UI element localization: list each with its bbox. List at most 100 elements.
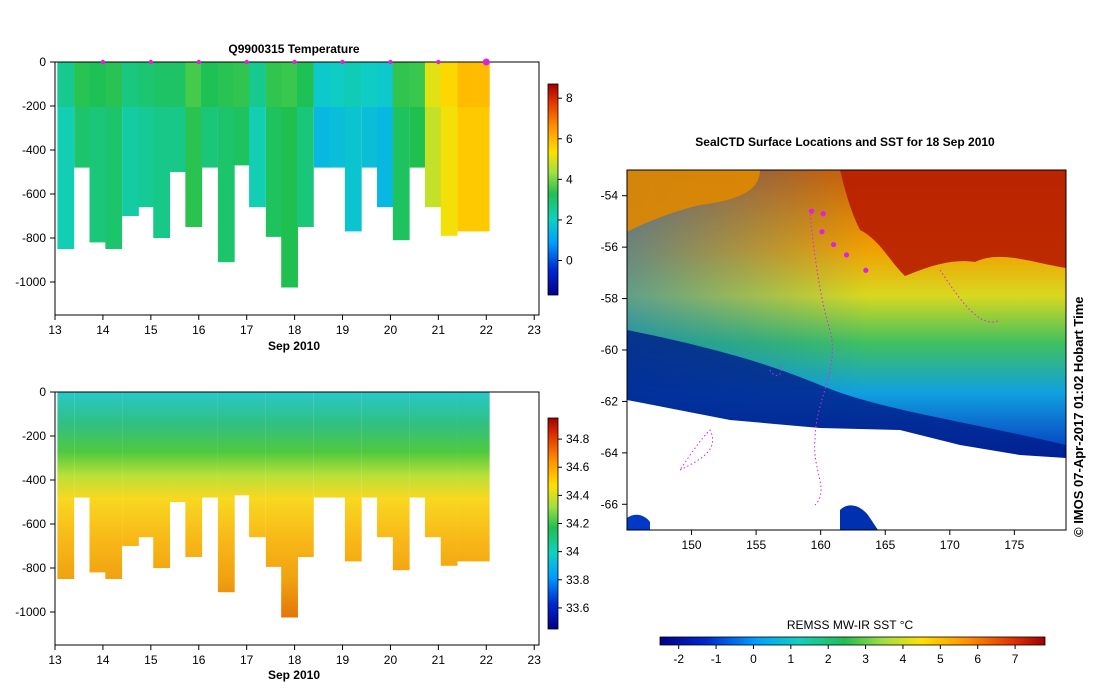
temperature-y-tick-label: -400 (22, 143, 46, 157)
temperature-profile-marker (292, 59, 297, 65)
salinity-profile-bar (105, 392, 123, 579)
temperature-profile-surface-layer (281, 62, 298, 107)
temperature-profile-surface-layer (74, 62, 91, 107)
temperature-profile-marker (340, 59, 345, 65)
salinity-x-tick-label: 17 (240, 653, 254, 667)
salinity-colorbar-label: 34 (566, 545, 580, 559)
salinity-colorbar-label: 33.8 (566, 573, 590, 587)
sst-x-tick-label: 165 (875, 538, 895, 552)
sst-colorbar-label: 6 (974, 652, 981, 666)
temperature-y-tick-label: -800 (22, 231, 46, 245)
salinity-profile-bar (265, 392, 283, 567)
temperature-profile-surface-layer (392, 62, 410, 107)
sealctd-surface-location (819, 229, 825, 235)
sst-colorbar-label: 3 (862, 652, 869, 666)
temperature-x-tick-label: 13 (48, 323, 62, 337)
sealctd-surface-location (843, 252, 850, 258)
sst-colorbar-label: 2 (825, 652, 832, 666)
temperature-profile-bar (217, 62, 235, 263)
temperature-x-tick-label: 19 (336, 323, 350, 337)
temperature-plot-frame (54, 61, 540, 316)
temperature-profile-surface-layer (217, 62, 235, 107)
temperature-profile-surface-layer (170, 62, 187, 107)
salinity-profile-bar (472, 392, 490, 562)
salinity-y-tick-label: 0 (39, 385, 46, 399)
salinity-colorbar-label: 34.6 (566, 460, 590, 474)
temperature-y-tick-label: 0 (39, 55, 46, 69)
salinity-profile-bar (361, 392, 379, 498)
temperature-colorbar-label: 2 (566, 213, 573, 227)
temperature-title: Q9900315 Temperature (228, 42, 360, 56)
temperature-profile-marker (436, 59, 441, 65)
temperature-x-tick-label: 15 (144, 323, 158, 337)
salinity-profile-bar (153, 392, 171, 568)
sst-colorbar-label: 0 (750, 652, 757, 666)
sst-colorbar-label: 4 (900, 652, 907, 666)
sst-x-tick-label: 150 (682, 538, 702, 552)
salinity-x-tick-label: 14 (96, 653, 110, 667)
temperature-y-tick-label: -1000 (15, 275, 46, 289)
salinity-profile-bar (122, 392, 139, 546)
sst-x-tick-label: 160 (811, 538, 831, 552)
salinity-colorbar-label: 33.6 (566, 601, 590, 615)
temperature-profile-surface-layer (344, 62, 362, 107)
sst-y-tick-label: -56 (601, 240, 619, 254)
sst-y-tick-label: -62 (601, 394, 619, 408)
salinity-profile-bar (201, 392, 218, 498)
temperature-profile-surface-layer (329, 62, 346, 107)
temperature-colorbar-label: 4 (566, 172, 573, 186)
salinity-profile-bar (249, 392, 266, 538)
temperature-profile-surface-layer (105, 62, 123, 107)
salinity-profile-bar (392, 392, 410, 571)
sst-colorbar-label: 5 (937, 652, 944, 666)
sst-map-title: SealCTD Surface Locations and SST for 18… (695, 135, 995, 149)
sst-field (627, 170, 1066, 530)
salinity-colorbar-label: 34.2 (566, 517, 590, 531)
sst-x-tick-label: 175 (1004, 538, 1024, 552)
salinity-profile-bar (57, 392, 75, 579)
salinity-x-tick-label: 16 (192, 653, 206, 667)
temperature-profile-bar (281, 62, 298, 288)
temperature-profile-surface-layer (185, 62, 203, 107)
temperature-profile-surface-layer (57, 62, 75, 107)
temperature-colorbar-label: 8 (566, 91, 573, 105)
temperature-colorbar-label: 0 (566, 254, 573, 268)
salinity-profile-bar (89, 392, 107, 573)
sst-y-tick-label: -64 (601, 446, 619, 460)
temperature-x-tick-label: 22 (480, 323, 494, 337)
salinity-colorbar (547, 417, 559, 630)
temperature-colorbar (547, 83, 559, 296)
sst-colorbar-label: -1 (711, 652, 722, 666)
salinity-y-tick-label: -800 (22, 561, 46, 575)
temperature-profile-marker (482, 58, 490, 66)
sst-y-tick-label: -60 (601, 343, 619, 357)
salinity-profile-bar (233, 392, 251, 496)
salinity-profile-bar (344, 392, 362, 562)
sealctd-surface-location (820, 211, 826, 217)
sealctd-surface-location (863, 267, 869, 273)
temperature-x-tick-label: 20 (384, 323, 398, 337)
temperature-x-label: Sep 2010 (268, 339, 320, 353)
salinity-plot-frame (54, 391, 540, 646)
salinity-x-tick-label: 21 (432, 653, 446, 667)
salinity-colorbar-label: 34.8 (566, 432, 590, 446)
temperature-profile-marker (388, 59, 393, 65)
temperature-y-tick-label: -200 (22, 99, 46, 113)
temperature-profile-surface-layer (297, 62, 314, 107)
temperature-profile-marker (244, 59, 249, 65)
sst-x-tick-label: 170 (940, 538, 960, 552)
salinity-x-tick-label: 23 (528, 653, 542, 667)
salinity-profile-bar (74, 392, 91, 498)
temperature-profile-surface-layer (457, 62, 475, 107)
salinity-x-tick-label: 18 (288, 653, 302, 667)
salinity-profile-bar (185, 392, 203, 557)
salinity-y-tick-label: -200 (22, 429, 46, 443)
sst-colorbar (659, 636, 1046, 646)
temperature-profile-surface-layer (89, 62, 107, 107)
temperature-x-tick-label: 18 (288, 323, 302, 337)
temperature-x-tick-label: 14 (96, 323, 110, 337)
sst-colorbar-label: 1 (787, 652, 794, 666)
temperature-profile-surface-layer (233, 62, 251, 107)
sst-y-tick-label: -54 (601, 189, 619, 203)
sealctd-track (679, 209, 1001, 506)
